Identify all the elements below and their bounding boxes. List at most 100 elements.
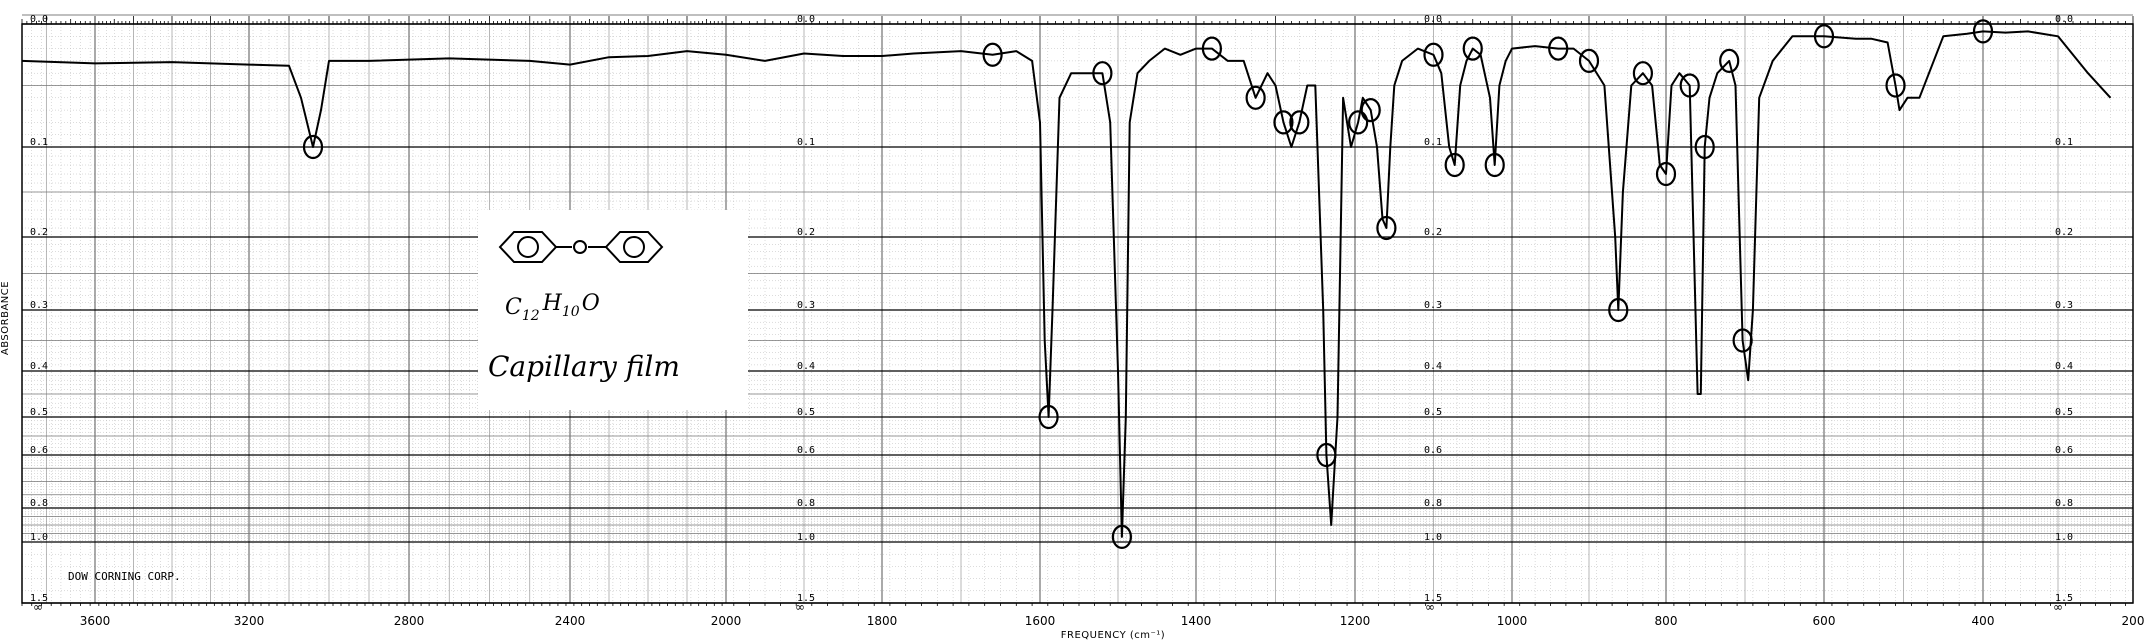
y-tick-label: 1.0: [1424, 532, 1442, 543]
x-tick-label: 3200: [234, 614, 265, 628]
y-tick-label: 0.8: [797, 498, 815, 509]
y-tick-label: 0.0: [1424, 14, 1442, 25]
peak-marker: [1694, 134, 1715, 160]
peak-marker: [1423, 42, 1444, 67]
y-tick-label: 1.0: [2055, 532, 2073, 543]
plot-border: [21, 23, 2134, 604]
benzene-ring-right: [604, 231, 664, 263]
plot-frame: ∞ ∞ ∞ ∞: [21, 14, 2134, 614]
y-tick-label: 0.2: [2055, 227, 2073, 238]
y-tick-label: 0.4: [797, 361, 815, 372]
y-tick-label: 0.4: [1424, 361, 1442, 372]
peak-marker: [1608, 297, 1629, 323]
peak-marker: [1201, 36, 1223, 61]
x-tick-label: 1400: [1181, 614, 1212, 628]
y-axis-title: ABSORBANCE: [0, 281, 11, 355]
ruler-infinity-mark: ∞: [795, 600, 805, 614]
peak-markers: [302, 19, 1994, 550]
peak-marker: [1348, 110, 1369, 135]
y-tick-label: 0.6: [797, 445, 815, 456]
peak-marker: [1111, 524, 1133, 550]
y-tick-label: 0.5: [30, 407, 48, 418]
sample-note: Capillary film: [488, 350, 680, 383]
peak-marker: [1813, 24, 1835, 49]
x-tick-label: 600: [1813, 614, 1836, 628]
y-tick-label: 0.2: [30, 227, 48, 238]
peak-marker: [982, 42, 1003, 67]
peak-marker: [1462, 36, 1483, 61]
oxygen-atom: [573, 240, 587, 254]
x-axis-title: FREQUENCY (cm⁻¹): [1061, 630, 1165, 641]
x-tick-label: 3600: [80, 614, 111, 628]
y-tick-label: 0.3: [1424, 300, 1442, 311]
y-tick-label: 1.0: [30, 532, 48, 543]
y-tick-label: 0.1: [30, 137, 48, 148]
peak-marker: [1719, 48, 1740, 74]
y-tick-label: 0.0: [2055, 14, 2073, 25]
y-tick-label: 1.5: [2055, 593, 2073, 604]
peak-marker: [1273, 110, 1294, 135]
y-tick-label: 1.5: [797, 593, 815, 604]
y-tick-label: 0.1: [1424, 137, 1442, 148]
ruler-infinity-mark: ∞: [33, 600, 43, 614]
y-tick-label: 0.8: [2055, 498, 2073, 509]
y-tick-label: 0.3: [797, 300, 815, 311]
x-tick-label: 2800: [394, 614, 425, 628]
peak-marker: [1444, 152, 1465, 178]
peak-marker: [1092, 61, 1113, 86]
y-tick-label: 0.0: [797, 14, 815, 25]
peak-marker: [1038, 404, 1059, 430]
x-tick-label: 1600: [1025, 614, 1056, 628]
y-tick-label: 0.1: [2055, 137, 2073, 148]
y-tick-label: 0.2: [797, 227, 815, 238]
y-tick-label: 1.5: [30, 593, 48, 604]
x-tick-label: 2000: [711, 614, 742, 628]
peak-marker: [1548, 36, 1569, 61]
peak-marker: [1732, 328, 1753, 353]
benzene-ring-right-aromatic: [623, 236, 645, 258]
x-tick-label: 1000: [1497, 614, 1528, 628]
y-tick-label: 0.6: [2055, 445, 2073, 456]
x-tick-labels: 3600 3200 2800 2400 2000 1800 1600 1400 1200 1000…: [80, 614, 2145, 628]
x-tick-label: 1200: [1340, 614, 1371, 628]
ruler-infinity-mark: ∞: [1425, 600, 1435, 614]
sample-annotation-box: C12 H10O Capillary film: [478, 210, 748, 410]
x-tick-label: 2400: [555, 614, 586, 628]
y-tick-label: 0.8: [30, 498, 48, 509]
y-tick-label: 0.6: [1424, 445, 1442, 456]
peak-marker: [1360, 97, 1381, 123]
ruler-infinity-mark: ∞: [2053, 600, 2063, 614]
diphenyl-ether-structure: [498, 231, 664, 263]
peak-marker: [1289, 110, 1310, 135]
benzene-ring-left-aromatic: [517, 236, 539, 258]
x-tick-label: 200: [2122, 614, 2145, 628]
y-tick-label: 0.8: [1424, 498, 1442, 509]
y-tick-label: 0.3: [2055, 300, 2073, 311]
molecular-formula: C12 H10O: [505, 291, 600, 324]
peak-marker: [1885, 73, 1906, 98]
peak-marker: [1484, 152, 1505, 178]
x-tick-label: 1800: [867, 614, 898, 628]
peak-marker: [1972, 19, 1994, 44]
peak-marker: [1316, 442, 1337, 468]
annotation-background: [478, 210, 748, 410]
y-tick-label: 0.4: [30, 361, 48, 372]
y-tick-label: 0.4: [2055, 361, 2073, 372]
peak-marker: [1679, 73, 1700, 98]
peak-marker: [1655, 161, 1677, 187]
x-tick-label: 400: [1972, 614, 1995, 628]
y-tick-label: 0.0: [30, 14, 48, 25]
y-tick-label: 0.3: [30, 300, 48, 311]
peak-marker: [1376, 215, 1397, 241]
spectrum-series-line: [21, 30, 2112, 538]
peak-marker: [1578, 48, 1600, 74]
peak-marker: [302, 134, 324, 160]
y-tick-label: 0.1: [797, 137, 815, 148]
peak-marker: [1245, 85, 1266, 110]
y-tick-label: 0.5: [797, 407, 815, 418]
y-tick-labels: 0.0 0.1 0.2 0.3 0.4 0.5 0.6 0.8 1.0 1.5 0.0 0.1 0.2 0…: [30, 14, 2073, 604]
y-tick-label: 1.0: [797, 532, 815, 543]
x-tick-label: 800: [1655, 614, 1678, 628]
y-tick-label: 0.6: [30, 445, 48, 456]
